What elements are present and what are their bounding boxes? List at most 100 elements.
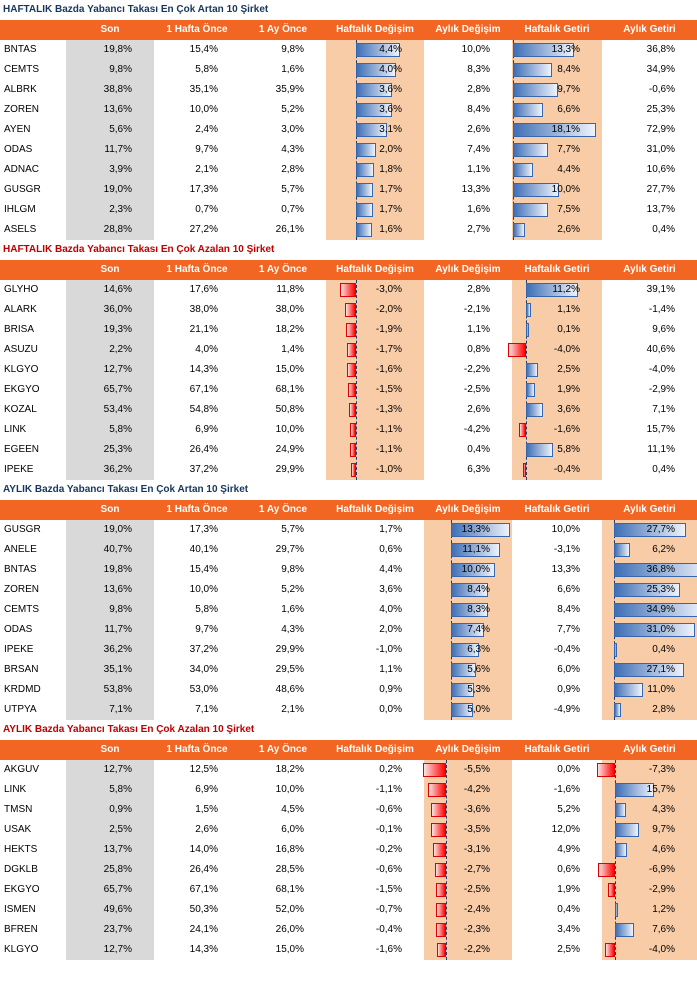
data-bar (615, 803, 626, 817)
value-cell: 1,1% (379, 664, 402, 675)
data-bar (349, 443, 356, 457)
value-cell: 7,5% (557, 204, 580, 215)
data-bar (614, 683, 643, 697)
value-cell: 0,4% (652, 464, 675, 475)
section-1: HAFTALIK Bazda Yabancı Takası En Çok Art… (0, 0, 697, 240)
value-cell: 6,2% (652, 544, 675, 555)
ticker-cell: ADNAC (4, 164, 40, 175)
value-cell: 27,1% (646, 664, 675, 675)
data-bar (513, 203, 548, 217)
value-cell: 25,8% (103, 864, 132, 875)
value-cell: 18,2% (275, 324, 304, 335)
ticker-cell: BRISA (4, 324, 35, 335)
value-cell: 35,1% (103, 664, 132, 675)
data-bar (513, 103, 544, 117)
value-cell: 6,6% (557, 104, 580, 115)
value-cell: 13,3% (461, 184, 490, 195)
value-cell: 8,4% (557, 604, 580, 615)
value-cell: 12,5% (189, 764, 218, 775)
value-cell: 5,6% (467, 664, 490, 675)
value-cell: 9,7% (195, 624, 218, 635)
value-cell: 11,7% (104, 144, 132, 155)
ticker-cell: IPEKE (4, 464, 34, 475)
value-cell: 34,9% (646, 64, 675, 75)
value-cell: 5,8% (195, 64, 218, 75)
value-cell: -1,1% (375, 784, 402, 795)
bar-axis (446, 760, 447, 960)
section-title: AYLIK Bazda Yabancı Takası En Çok Azalan… (3, 724, 255, 735)
data-bar (614, 523, 687, 537)
value-cell: 1,1% (467, 164, 490, 175)
ticker-cell: KRDMD (4, 684, 41, 695)
value-cell: 65,7% (103, 384, 132, 395)
header-cell: Haftalık Değişim (336, 744, 414, 755)
value-cell: 29,5% (275, 664, 304, 675)
table-row: DGKLB 25,8% 26,4% 28,5% -0,6% -2,7% 0,6% -6,9% (0, 860, 697, 880)
value-cell: -1,6% (375, 364, 402, 375)
value-cell: 1,6% (281, 604, 304, 615)
data-bar (596, 763, 615, 777)
data-bar (356, 143, 376, 157)
header-cell: 1 Hafta Önce (166, 24, 228, 35)
value-cell: 7,6% (652, 924, 675, 935)
value-cell: 10,0% (189, 104, 218, 115)
value-cell: -2,1% (463, 304, 490, 315)
value-cell: 5,2% (281, 584, 304, 595)
value-cell: 27,7% (646, 524, 675, 535)
value-cell: 5,8% (109, 424, 132, 435)
value-cell: 34,0% (189, 664, 218, 675)
section-title: AYLIK Bazda Yabancı Takası En Çok Artan … (3, 484, 249, 495)
data-bar (526, 303, 532, 317)
value-cell: 14,3% (189, 364, 218, 375)
header-cell: Haftalık Değişim (336, 504, 414, 515)
value-cell: 7,4% (467, 144, 490, 155)
header-cell: 1 Ay Önce (258, 264, 308, 275)
value-cell: 40,6% (646, 344, 675, 355)
header-cell: Haftalık Getiri (524, 504, 590, 515)
value-cell: 0,7% (281, 204, 304, 215)
value-cell: 15,4% (189, 564, 218, 575)
value-cell: 4,3% (281, 624, 304, 635)
table-row: IHLGM 2,3% 0,7% 0,7% 1,7% 1,6% 7,5% 13,7% (0, 200, 697, 220)
value-cell: 0,8% (467, 344, 490, 355)
value-cell: -1,5% (375, 384, 402, 395)
value-cell: 34,9% (646, 604, 675, 615)
table-row: BFREN 23,7% 24,1% 26,0% -0,4% -2,3% 3,4% 7,6% (0, 920, 697, 940)
value-cell: 3,6% (557, 404, 580, 415)
value-cell: 13,6% (103, 104, 132, 115)
header-cell: Aylık Değişim (435, 504, 501, 515)
ticker-cell: KLGYO (4, 364, 39, 375)
value-cell: 1,1% (467, 324, 490, 335)
value-cell: 8,4% (467, 584, 490, 595)
table-row: AYEN 5,6% 2,4% 3,0% 3,1% 2,6% 18,1% 72,9% (0, 120, 697, 140)
data-bar (356, 163, 374, 177)
value-cell: 23,7% (103, 924, 132, 935)
ticker-cell: UTPYA (4, 704, 37, 715)
table-row: GLYHO 14,6% 17,6% 11,8% -3,0% 2,8% 11,2% 39,1% (0, 280, 697, 300)
data-bar (615, 823, 640, 837)
ticker-cell: AKGUV (4, 764, 40, 775)
value-cell: 4,5% (281, 804, 304, 815)
value-cell: 1,6% (467, 204, 490, 215)
header-cell: Haftalık Değişim (336, 264, 414, 275)
section-title: HAFTALIK Bazda Yabancı Takası En Çok Art… (3, 4, 269, 15)
value-cell: 25,3% (646, 584, 675, 595)
ticker-cell: ALBRK (4, 84, 37, 95)
value-cell: 2,6% (467, 124, 490, 135)
data-bar (513, 123, 597, 137)
value-cell: 26,1% (275, 224, 304, 235)
value-cell: 3,4% (557, 924, 580, 935)
header-cell: 1 Hafta Önce (166, 744, 228, 755)
value-cell: 1,9% (557, 884, 580, 895)
value-cell: -1,0% (375, 464, 402, 475)
value-cell: 0,6% (557, 864, 580, 875)
value-cell: 11,1% (462, 544, 490, 555)
son-column-bg (66, 280, 154, 480)
ticker-cell: LINK (4, 424, 27, 435)
data-bar (345, 303, 356, 317)
value-cell: 1,6% (379, 224, 402, 235)
value-cell: 0,0% (379, 704, 402, 715)
data-bar (356, 183, 373, 197)
ticker-cell: IPEKE (4, 644, 34, 655)
table-body: AKGUV 12,7% 12,5% 18,2% 0,2% -5,5% 0,0% -7,3% LI… (0, 760, 697, 960)
